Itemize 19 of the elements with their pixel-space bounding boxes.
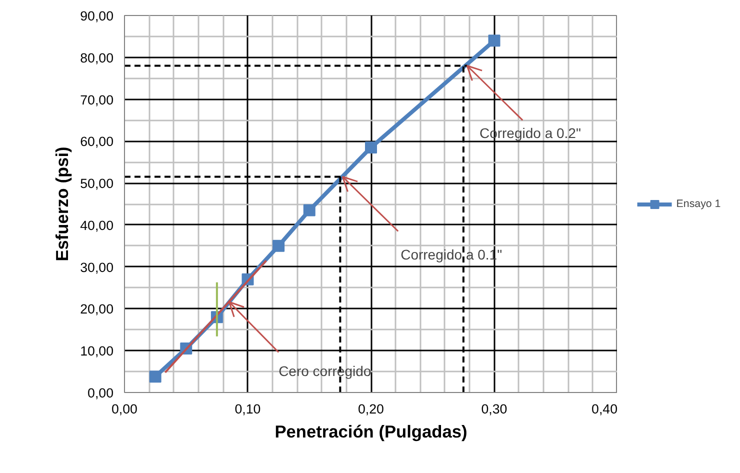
y-tick-label: 50,00 <box>80 176 114 192</box>
y-tick-label: 70,00 <box>80 92 114 108</box>
y-tick-label: 60,00 <box>80 134 114 150</box>
x-tick-label: 0,10 <box>234 402 261 416</box>
y-tick-label: 0,00 <box>88 386 114 400</box>
y-tick-label: 30,00 <box>80 260 114 275</box>
y-tick-label: 90,00 <box>80 8 114 24</box>
y-tick-label: 80,00 <box>80 50 114 66</box>
x-tick-label: 0,30 <box>481 402 508 416</box>
y-tick-label: 40,00 <box>80 218 114 233</box>
x-tick-label: 0,00 <box>112 402 138 416</box>
annotation: Cero corregido <box>278 363 372 380</box>
y-axis-title: Esfuerzo (psi) <box>52 146 72 262</box>
x-tick-label: 0,20 <box>358 402 384 416</box>
legend-label: Ensayo 1 <box>676 198 721 210</box>
x-tick-label: 0,40 <box>592 402 618 416</box>
y-tick-label: 20,00 <box>80 302 114 317</box>
x-axis-title: Penetración (Pulgadas) <box>274 422 468 442</box>
y-tick-label: 10,00 <box>80 344 114 359</box>
